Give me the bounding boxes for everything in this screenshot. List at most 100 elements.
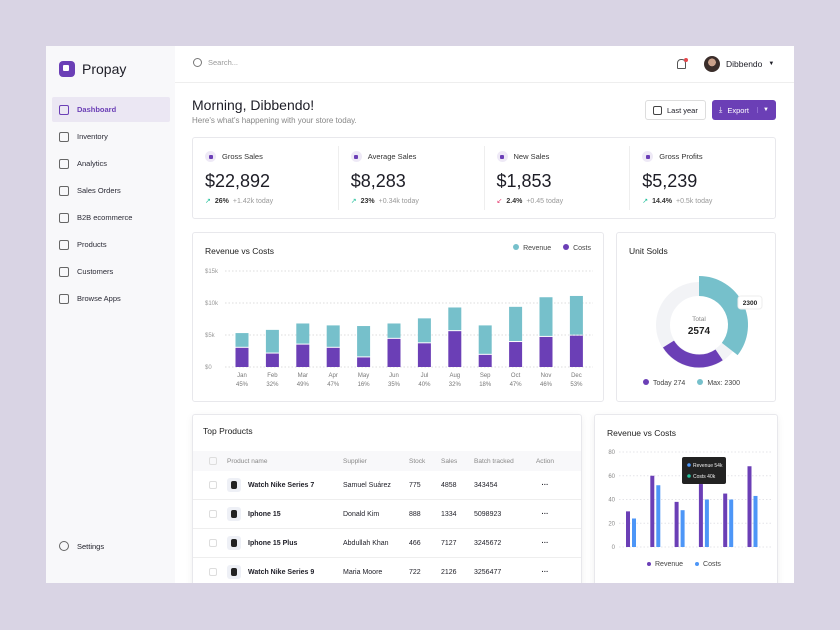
bar-revenue: [326, 325, 340, 347]
cell: Samuel Suárez: [343, 481, 391, 489]
chart-icon: [59, 158, 69, 169]
sidebar-item-browse-apps[interactable]: Browse Apps: [52, 286, 170, 311]
cell: 1334: [441, 510, 457, 518]
more-actions-icon[interactable]: ···: [541, 481, 549, 489]
table-row[interactable]: Iphone 15 Donald Kim 888 1334 5098923 ···: [193, 500, 581, 529]
logo[interactable]: Propay: [59, 61, 126, 77]
more-actions-icon[interactable]: ···: [541, 568, 549, 576]
table-row[interactable]: Iphone 15 Plus Abdullah Khan 466 7127 324567…: [193, 529, 581, 558]
stat-today: +1.42k today: [232, 197, 274, 205]
bar-revenue: [509, 306, 523, 342]
card-title: Top Products: [203, 426, 253, 436]
sidebar-item-customers[interactable]: Customers: [52, 259, 170, 284]
export-button[interactable]: ⤓ Export ▼: [712, 100, 776, 120]
bell-icon[interactable]: [677, 58, 688, 69]
tooltip-dot: [687, 474, 691, 478]
bar-costs: [656, 485, 661, 547]
stat-change: 14.4%: [652, 197, 672, 205]
sidebar-item-sales-orders[interactable]: Sales Orders: [52, 178, 170, 203]
slice-max: [698, 276, 748, 356]
sidebar-item-products[interactable]: Products: [52, 232, 170, 257]
chevron-down-icon: ▼: [768, 61, 775, 67]
column-header: Batch tracked: [474, 457, 514, 465]
legend-revenue: Revenue: [647, 561, 683, 568]
bar-costs: [326, 347, 340, 367]
sidebar-item-inventory[interactable]: Inventory: [52, 124, 170, 149]
product-thumbnail: [227, 478, 241, 492]
x-tick-label: Jun: [389, 373, 399, 379]
donut-chart: Total 2574 2300: [656, 276, 763, 368]
bar-revenue: [674, 501, 679, 547]
sidebar-item-label: Inventory: [77, 132, 108, 141]
period-button[interactable]: Last year: [645, 100, 706, 120]
cell: 343454: [474, 481, 498, 489]
cell: Abdullah Khan: [343, 539, 389, 547]
row-checkbox[interactable]: [209, 539, 217, 547]
y-tick-label: 60: [608, 474, 615, 480]
bar-costs: [704, 499, 709, 547]
tooltip: [682, 457, 726, 484]
bar-revenue: [417, 318, 431, 343]
revenue-costs-small-card: Revenue vs Costs 0 20 40 60 80 Revenue 54k Cos…: [594, 414, 778, 583]
percent-label: 53%: [570, 382, 583, 388]
search-input[interactable]: Search...: [193, 58, 238, 67]
x-tick-label: May: [358, 373, 369, 379]
y-tick-label: $5k: [205, 333, 216, 339]
stat-icon: [496, 151, 508, 162]
top-products-card: Top Products Product name Supplier Stock Sa…: [192, 414, 582, 583]
revenue-costs-card: Revenue vs Costs Revenue Costs $0 $5k $10k…: [192, 232, 604, 402]
row-checkbox[interactable]: [209, 481, 217, 489]
more-actions-icon[interactable]: ···: [541, 510, 549, 518]
more-actions-icon[interactable]: ···: [541, 539, 549, 547]
table-row[interactable]: Watch Nike Series 9 Maria Moore 722 2126 325…: [193, 558, 581, 583]
percent-label: 32%: [266, 382, 279, 388]
select-all-checkbox[interactable]: [209, 457, 217, 465]
period-label: Last year: [667, 105, 698, 115]
stacked-bar-chart: $0 $5k $10k $15k Jan 45% Feb 32% Mar 49% Apr 47% May…: [205, 269, 593, 388]
bar-costs: [753, 495, 758, 547]
bar-revenue: [539, 297, 553, 336]
sidebar-item-label: Sales Orders: [77, 186, 121, 195]
bar-revenue: [265, 329, 279, 353]
tooltip-costs: Costs 40k: [693, 474, 716, 480]
stat-gross-profits: Gross Profits $5,239 ↗ 14.4% +0.5k today: [630, 146, 775, 210]
bar-costs: [509, 342, 523, 367]
sidebar-item-b2b-ecommerce[interactable]: B2B ecommerce: [52, 205, 170, 230]
app-name: Propay: [82, 61, 127, 77]
sidebar-item-settings[interactable]: Settings: [59, 541, 104, 551]
user-menu[interactable]: Dibbendo ▼: [704, 56, 774, 72]
search-icon: [193, 58, 202, 67]
stat-change: 2.4%: [506, 197, 523, 205]
bar-revenue: [296, 323, 310, 344]
chevron-down-icon[interactable]: ▼: [757, 107, 769, 113]
stat-label: Gross Profits: [659, 152, 703, 161]
tooltip-revenue: Revenue 54k: [693, 463, 723, 469]
stat-icon: [205, 151, 216, 162]
percent-label: 35%: [388, 382, 401, 388]
sidebar-item-analytics[interactable]: Analytics: [52, 151, 170, 176]
x-tick-label: Feb: [267, 373, 278, 379]
stat-average-sales: Average Sales $8,283 ↗ 23% +0.34k today: [339, 146, 485, 210]
row-checkbox[interactable]: [209, 510, 217, 518]
folder-icon: [59, 131, 69, 142]
percent-label: 40%: [418, 382, 431, 388]
x-tick-label: Mar: [298, 373, 308, 379]
sidebar-nav: Dashboard Inventory Analytics Sales Orders B…: [52, 97, 170, 313]
x-tick-label: Jan: [237, 373, 247, 379]
bar-costs: [680, 510, 685, 547]
cell: 722: [409, 568, 421, 576]
y-tick-label: 40: [608, 498, 615, 504]
stat-value: $8,283: [350, 171, 406, 191]
row-checkbox[interactable]: [209, 568, 217, 576]
gear-icon: [59, 541, 69, 551]
sidebar-item-label: Products: [77, 240, 107, 249]
legend-costs: Costs: [695, 561, 721, 568]
product-thumbnail: [227, 507, 241, 521]
table-row[interactable]: Watch Nike Series 7 Samuel Suárez 775 4858 3…: [193, 471, 581, 500]
bag-icon: [59, 212, 69, 223]
chart-legend: Revenue Costs: [513, 244, 591, 252]
percent-label: 46%: [540, 382, 553, 388]
percent-label: 47%: [510, 382, 523, 388]
percent-label: 18%: [479, 382, 492, 388]
sidebar-item-dashboard[interactable]: Dashboard: [52, 97, 170, 122]
